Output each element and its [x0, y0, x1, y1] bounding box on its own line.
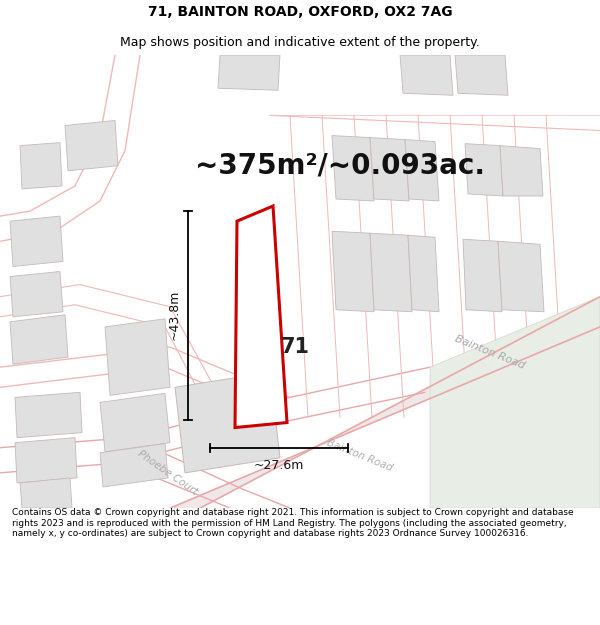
Polygon shape	[465, 144, 503, 196]
Polygon shape	[15, 392, 82, 438]
Polygon shape	[15, 438, 77, 483]
Polygon shape	[498, 241, 544, 312]
Polygon shape	[10, 271, 63, 317]
Polygon shape	[235, 206, 287, 428]
Polygon shape	[408, 235, 439, 312]
Text: Map shows position and indicative extent of the property.: Map shows position and indicative extent…	[120, 36, 480, 49]
Polygon shape	[170, 297, 600, 508]
Text: 71, BAINTON ROAD, OXFORD, OX2 7AG: 71, BAINTON ROAD, OXFORD, OX2 7AG	[148, 5, 452, 19]
Polygon shape	[405, 139, 439, 201]
Polygon shape	[100, 444, 168, 487]
Text: Bainton Road: Bainton Road	[326, 438, 394, 474]
Polygon shape	[430, 297, 600, 508]
Text: Bainton Road: Bainton Road	[454, 333, 527, 371]
Polygon shape	[105, 319, 170, 396]
Polygon shape	[370, 138, 409, 201]
Polygon shape	[175, 372, 280, 473]
Polygon shape	[500, 146, 543, 196]
Polygon shape	[100, 393, 170, 452]
Text: 71: 71	[281, 337, 310, 357]
Text: ~375m²/~0.093ac.: ~375m²/~0.093ac.	[195, 152, 485, 180]
Polygon shape	[370, 233, 412, 312]
Text: Contains OS data © Crown copyright and database right 2021. This information is : Contains OS data © Crown copyright and d…	[12, 508, 574, 538]
Text: ~43.8m: ~43.8m	[167, 290, 181, 341]
Text: Phoebe Court: Phoebe Court	[136, 449, 200, 498]
Polygon shape	[65, 121, 118, 171]
Text: ~27.6m: ~27.6m	[254, 459, 304, 472]
Polygon shape	[463, 239, 502, 312]
Polygon shape	[10, 216, 63, 266]
Polygon shape	[332, 231, 374, 312]
Polygon shape	[332, 136, 374, 201]
Polygon shape	[20, 478, 72, 508]
Polygon shape	[455, 55, 508, 95]
Polygon shape	[20, 142, 62, 189]
Polygon shape	[218, 55, 280, 90]
Polygon shape	[400, 55, 453, 95]
Polygon shape	[10, 315, 68, 364]
